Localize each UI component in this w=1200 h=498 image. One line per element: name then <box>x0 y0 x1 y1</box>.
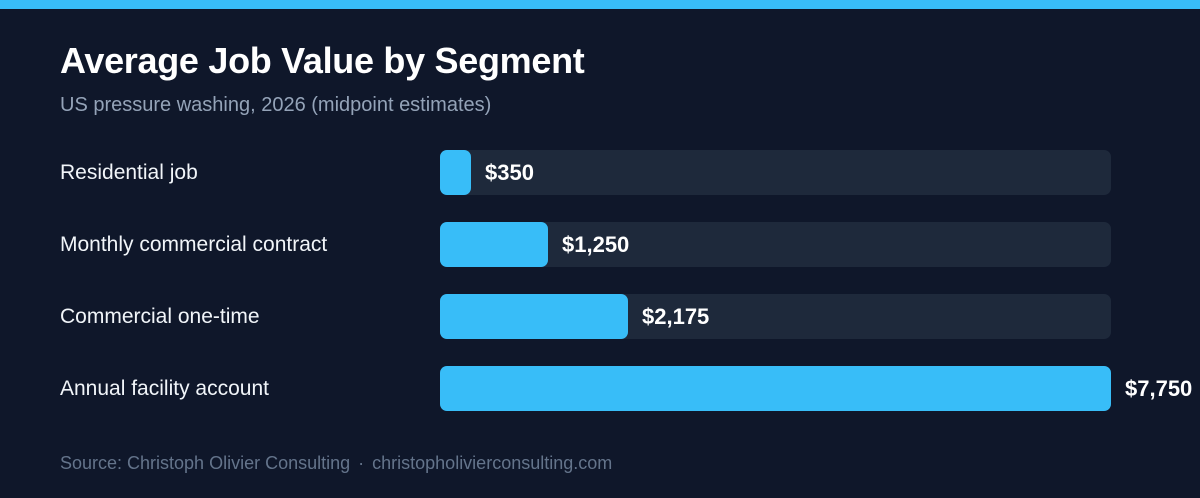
bar-value-label: $2,175 <box>642 304 710 329</box>
bar <box>440 150 471 195</box>
bar-category-label: Annual facility account <box>60 377 269 400</box>
bar-track <box>440 150 1111 195</box>
bar <box>440 294 628 339</box>
bar-row: Residential job $350 <box>0 150 1200 195</box>
source-text: Source: Christoph Olivier Consulting <box>60 453 351 473</box>
source-url[interactable]: christopholivierconsulting.com <box>372 453 613 473</box>
bar-value-label: $1,250 <box>562 232 630 257</box>
bar-track <box>440 366 1111 411</box>
accent-bar <box>0 0 1200 9</box>
bar <box>440 366 1111 411</box>
chart-subtitle: US pressure washing, 2026 (midpoint esti… <box>60 94 492 116</box>
bar-row: Annual facility account $7,750 <box>0 366 1200 411</box>
bar-category-label: Commercial one-time <box>60 305 260 328</box>
source-note: Source: Christoph Olivier Consulting · chr… <box>60 453 612 474</box>
bar-category-label: Monthly commercial contract <box>60 233 328 256</box>
bar-row: Commercial one-time $2,175 <box>0 294 1200 339</box>
bar-category-label: Residential job <box>60 161 198 184</box>
chart-title: Average Job Value by Segment <box>60 40 585 81</box>
bar-value-label: $7,750 <box>1125 376 1193 401</box>
bar-track <box>440 294 1111 339</box>
bar-track <box>440 222 1111 267</box>
bar <box>440 222 548 267</box>
source-separator: · <box>358 453 365 473</box>
bar-value-label: $350 <box>485 160 534 185</box>
bar-row: Monthly commercial contract $1,250 <box>0 222 1200 267</box>
